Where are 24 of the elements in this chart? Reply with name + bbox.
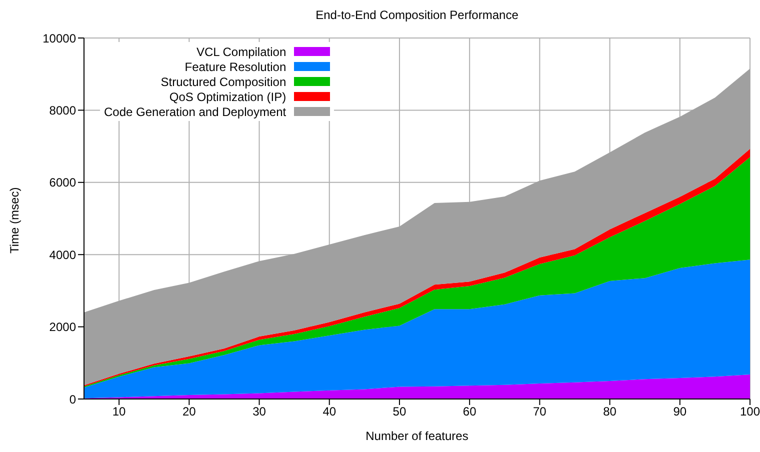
y-tick-label: 2000 (49, 320, 76, 334)
x-tick-label: 10 (112, 404, 126, 419)
y-tick-label: 8000 (49, 103, 76, 118)
x-tick-label: 50 (392, 404, 406, 419)
y-tick-label: 0 (69, 392, 76, 406)
legend-label: QoS Optimization (IP) (169, 90, 286, 104)
x-tick-label: 90 (673, 404, 687, 419)
x-tick-label: 40 (322, 404, 336, 419)
x-tick-label: 80 (603, 404, 617, 419)
x-axis-title: Number of features (366, 429, 468, 443)
y-axis-title: Time (msec) (7, 187, 22, 254)
y-tick-label: 10000 (42, 31, 76, 46)
chart-title: End-to-End Composition Performance (314, 8, 520, 22)
legend-label: Structured Composition (160, 74, 286, 88)
x-tick-label: 70 (533, 404, 547, 419)
x-tick-label: 30 (252, 404, 266, 419)
legend-label: Feature Resolution (184, 60, 286, 74)
y-tick-label: 6000 (49, 176, 76, 190)
legend-label: Code Generation and Deployment (104, 104, 286, 118)
x-tick-label: 100 (740, 404, 760, 419)
x-tick-label: 60 (462, 404, 477, 419)
x-tick-label: 20 (182, 404, 196, 419)
legend-label: VCL Compilation (196, 44, 286, 58)
y-tick-label: 4000 (49, 248, 76, 262)
